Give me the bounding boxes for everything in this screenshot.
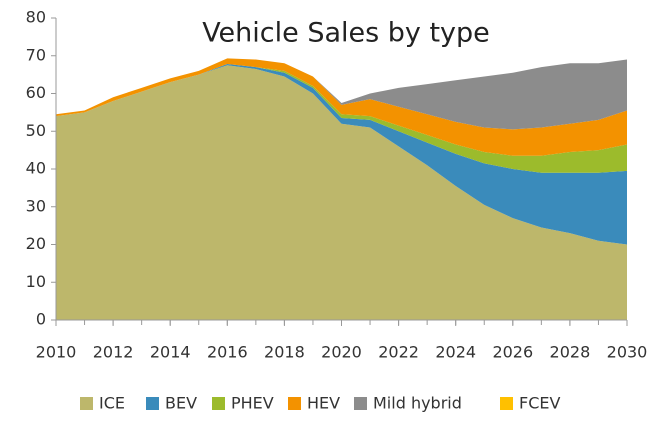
- x-tick-label: 2030: [607, 343, 648, 362]
- legend-swatch: [288, 397, 301, 410]
- area: [56, 64, 627, 173]
- legend-label: PHEV: [231, 394, 274, 413]
- x-tick-label: 2020: [321, 343, 362, 362]
- legend-label: BEV: [165, 394, 197, 413]
- x-tick-label: 2018: [264, 343, 305, 362]
- legend-swatch: [212, 397, 225, 410]
- y-tick-label: 20: [26, 234, 46, 253]
- area: [56, 65, 627, 320]
- legend-swatch: [500, 397, 513, 410]
- x-tick-label: 2012: [93, 343, 134, 362]
- area: [56, 58, 627, 156]
- area: [56, 58, 627, 130]
- y-tick-label: 10: [26, 272, 46, 291]
- x-tick-label: 2028: [550, 343, 591, 362]
- legend-label: Mild hybrid: [373, 394, 462, 413]
- y-tick-label: 40: [26, 159, 46, 178]
- legend-swatch: [354, 397, 367, 410]
- x-tick-label: 2022: [378, 343, 419, 362]
- x-tick-label: 2016: [207, 343, 248, 362]
- chart-title: Vehicle Sales by type: [202, 18, 490, 49]
- y-tick-label: 60: [26, 83, 46, 102]
- y-tick-label: 0: [36, 310, 46, 329]
- y-tick-label: 50: [26, 121, 46, 140]
- x-tick-label: 2026: [492, 343, 533, 362]
- x-tick-label: 2014: [150, 343, 191, 362]
- area: [56, 64, 627, 245]
- legend-label: FCEV: [519, 394, 560, 413]
- legend-label: ICE: [99, 394, 125, 413]
- y-tick-label: 80: [26, 8, 46, 27]
- legend-label: HEV: [307, 394, 340, 413]
- y-tick-label: 70: [26, 45, 46, 64]
- y-tick-label: 30: [26, 196, 46, 215]
- x-tick-label: 2024: [435, 343, 476, 362]
- legend-swatch: [80, 397, 93, 410]
- legend-swatch: [146, 397, 159, 410]
- x-tick-label: 2010: [36, 343, 77, 362]
